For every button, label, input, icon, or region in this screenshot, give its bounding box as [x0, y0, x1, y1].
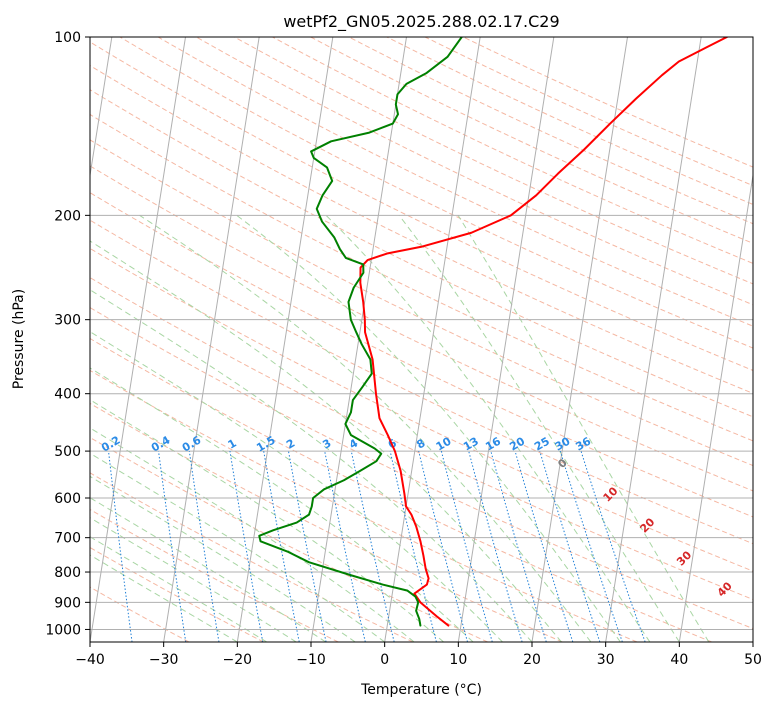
y-tick-label: 200: [54, 208, 81, 224]
mixing-ratio-line: [158, 451, 187, 642]
y-tick-label: 900: [54, 595, 81, 611]
x-tick-label: 30: [597, 652, 615, 668]
isotherm: [531, 37, 628, 642]
moist-adiabat: [398, 215, 680, 642]
plot-frame: [89, 36, 754, 643]
mixing-ratio-line: [440, 450, 493, 642]
x-tick-label: 40: [670, 652, 688, 668]
isotherm: [752, 638, 753, 642]
axis-ticks: −40 −30 −20 −10 0 10 20 30 40 50 100 200 300 400 500 60…: [45, 30, 762, 668]
mixing-ratio-line: [324, 451, 366, 642]
mixing-ratio-line: [490, 450, 547, 642]
moist-adiabat: [90, 331, 503, 642]
mixing-ratio-line: [350, 450, 395, 642]
moist-adiabat: [90, 399, 444, 642]
x-tick-label: 10: [449, 652, 467, 668]
mixing-ratio-line: [418, 450, 468, 642]
dewpoint-profile: [258, 37, 463, 627]
isotherm: [236, 37, 334, 642]
dry-adiabat: [90, 64, 753, 394]
dry-adiabat: [119, 37, 753, 349]
moist-adiabat: [236, 214, 621, 642]
moist-adiabat: [90, 554, 238, 642]
moist-adiabat: [457, 215, 710, 642]
x-tick-label: −30: [149, 652, 179, 668]
x-axis-label: Temperature (°C): [360, 682, 482, 698]
isotherm: [678, 172, 753, 642]
moist-adiabat: [90, 475, 356, 642]
moist-adiabat: [90, 289, 533, 642]
x-tick-label: 20: [523, 652, 541, 668]
dry-adiabat: [463, 37, 753, 168]
mixing-ratio-line: [468, 450, 523, 642]
isotherm: [90, 37, 186, 642]
dry-adiabat: [90, 41, 753, 371]
dry-adiabat: [90, 472, 414, 642]
isotherm: [163, 37, 260, 642]
temperature-profile: [359, 37, 728, 627]
dry-adiabat: [90, 508, 339, 642]
y-tick-label: 800: [54, 565, 81, 581]
moist-adiabat: [90, 497, 327, 642]
dry-adiabat: [272, 37, 753, 264]
mixing-ratio-line: [108, 451, 133, 642]
isotherm: [457, 37, 555, 642]
mixing-ratio-line: [263, 451, 300, 642]
dry-adiabat: [196, 37, 753, 306]
y-tick-label: 500: [54, 444, 81, 460]
y-tick-label: 1000: [45, 622, 81, 638]
background-lines: [90, 37, 753, 642]
x-tick-label: −40: [75, 652, 105, 668]
moist-adiabat: [325, 214, 651, 642]
x-tick-label: 0: [380, 652, 389, 668]
dry-adiabat: [90, 89, 753, 418]
moist-adiabat: [90, 536, 268, 642]
dry-adiabat: [90, 219, 753, 545]
chart-title: wetPf2_GN05.2025.288.02.17.C29: [283, 12, 559, 32]
dry-adiabat: [348, 37, 753, 225]
moist-adiabat: [139, 214, 592, 642]
dry-adiabat: [90, 337, 712, 642]
isotherm: [605, 37, 702, 642]
mixing-ratio-line: [188, 451, 220, 642]
isotherm: [384, 37, 481, 642]
y-tick-label: 400: [54, 387, 81, 403]
plot-background: [90, 37, 753, 642]
moist-adiabat: [90, 427, 415, 642]
y-tick-label: 300: [54, 313, 81, 329]
mixing-ratio-line: [580, 450, 646, 642]
y-tick-label: 600: [54, 491, 81, 507]
moist-adiabat: [90, 452, 385, 642]
profiles: [258, 37, 728, 627]
x-tick-label: −20: [223, 652, 253, 668]
x-tick-label: −10: [296, 652, 326, 668]
dry-adiabat: [90, 247, 753, 572]
moist-adiabat: [90, 367, 474, 642]
dry-adiabat: [90, 139, 753, 467]
y-axis-label: Pressure (hPa): [11, 289, 27, 389]
dry-adiabat: [90, 306, 753, 630]
isotherm: [90, 37, 113, 179]
x-tick-label: 50: [744, 652, 762, 668]
y-tick-label: 100: [54, 30, 81, 46]
mixing-ratio-line: [287, 451, 327, 642]
dry-adiabat: [310, 37, 753, 244]
y-tick-label: 700: [54, 531, 81, 547]
mixing-ratio-line: [229, 451, 264, 642]
moist-adiabat: [90, 517, 297, 642]
dry-adiabat: [90, 276, 753, 601]
